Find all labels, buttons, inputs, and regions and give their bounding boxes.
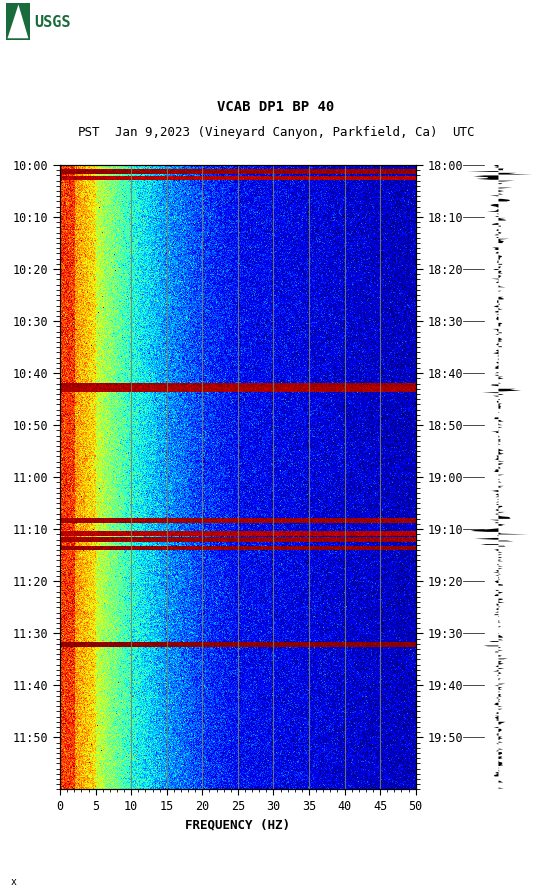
Text: UTC: UTC [452,126,475,138]
Text: PST: PST [77,126,100,138]
FancyBboxPatch shape [6,3,30,40]
Text: Jan 9,2023 (Vineyard Canyon, Parkfield, Ca): Jan 9,2023 (Vineyard Canyon, Parkfield, … [115,126,437,138]
Polygon shape [8,4,28,38]
X-axis label: FREQUENCY (HZ): FREQUENCY (HZ) [185,818,290,831]
Text: x: x [11,877,17,887]
Text: VCAB DP1 BP 40: VCAB DP1 BP 40 [217,100,335,114]
Text: USGS: USGS [34,14,71,29]
